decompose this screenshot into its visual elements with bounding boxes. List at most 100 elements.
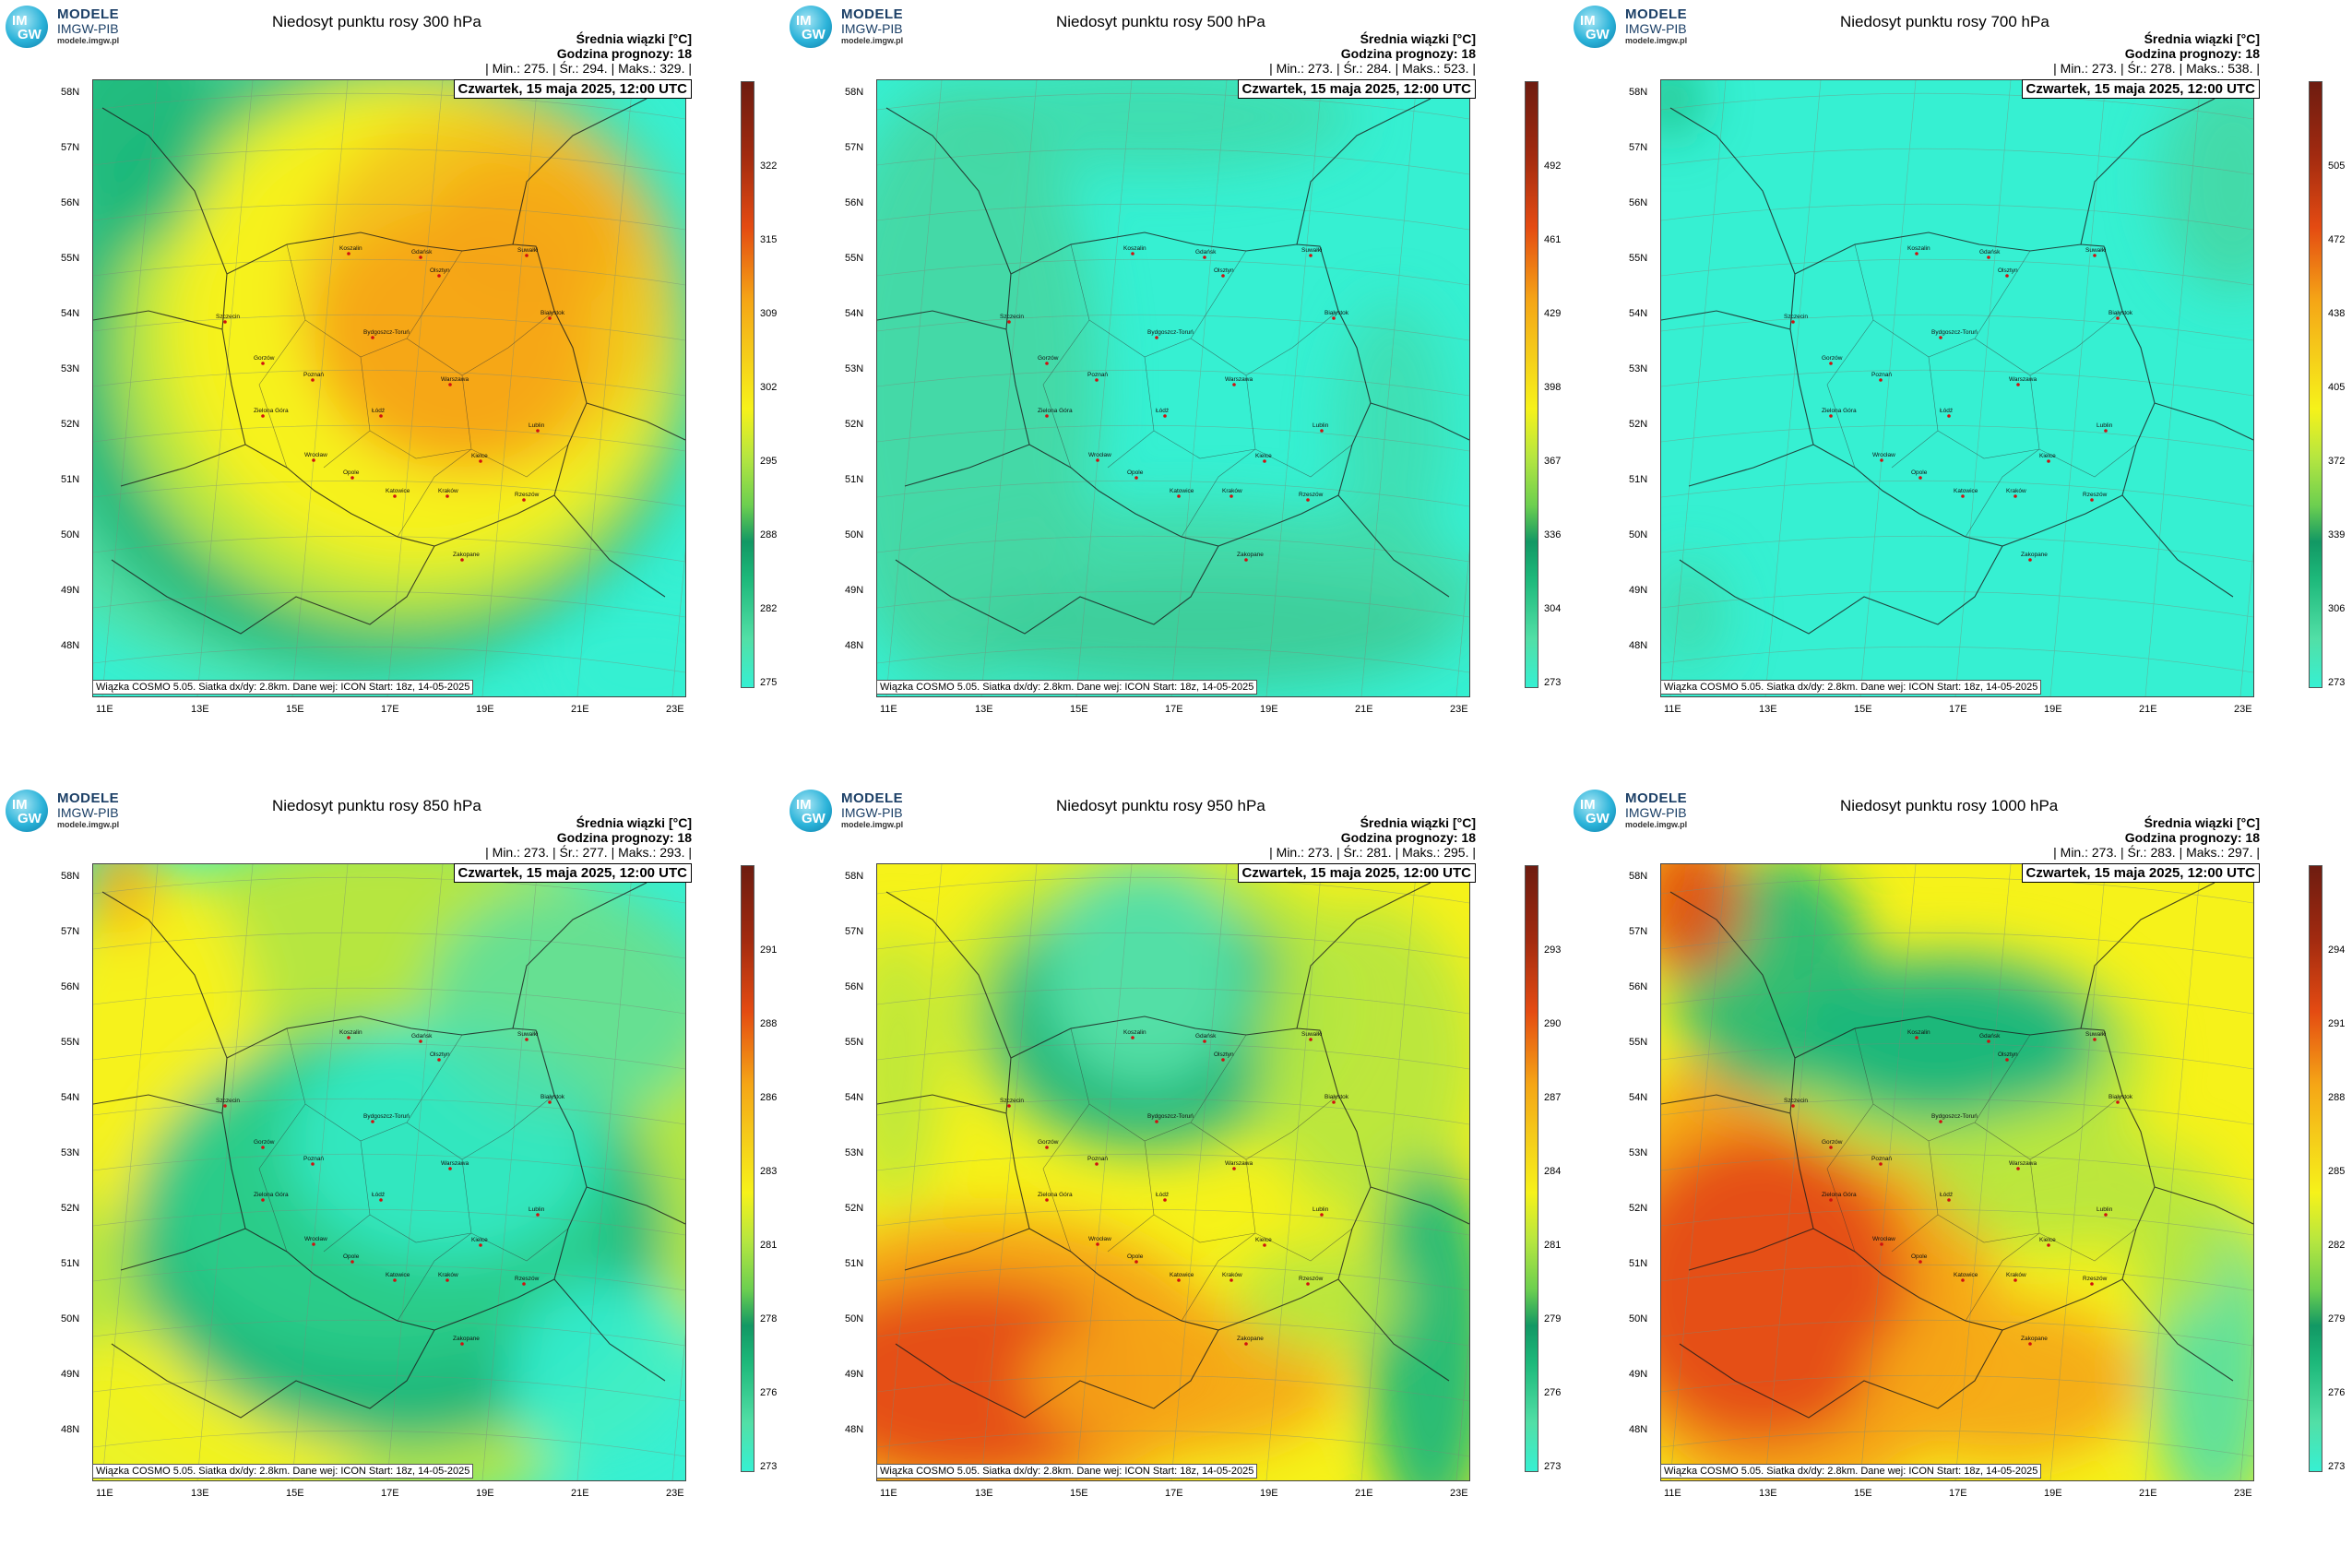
city-marker	[445, 494, 449, 498]
latitude-label: 56N	[1629, 197, 1648, 208]
latitude-label: 52N	[61, 419, 80, 430]
city-label: Zielona Góra	[1822, 1192, 1857, 1198]
city-marker	[1915, 252, 1918, 255]
latitude-label: 54N	[61, 1092, 80, 1103]
latitude-label: 58N	[845, 871, 864, 882]
latitude-label: 56N	[845, 197, 864, 208]
city-label: Zielona Góra	[1038, 1192, 1073, 1198]
latitude-label: 58N	[845, 87, 864, 98]
country-borders	[1661, 98, 2253, 635]
colorbar-tick-label: 429	[1544, 308, 1562, 319]
latitude-label: 49N	[61, 1369, 80, 1380]
city-label: Poznań	[1087, 1156, 1108, 1162]
forecast-panel: IM GW MODELE IMGW-PIB modele.imgw.pl Niedosyt…	[0, 784, 784, 1568]
logo-text: MODELE IMGW-PIB modele.imgw.pl	[57, 7, 119, 46]
city-marker	[1155, 336, 1158, 339]
logo-url: modele.imgw.pl	[57, 820, 120, 829]
forecast-hour-label: Godzina prognozy: 18	[556, 830, 692, 845]
city-marker	[460, 558, 464, 562]
city-label: Katowice	[1170, 488, 1194, 494]
city-marker	[1232, 1167, 1236, 1170]
city-marker	[2047, 1243, 2050, 1247]
graticule	[93, 80, 685, 696]
city-label: Warszawa	[441, 376, 469, 383]
valid-date: Czwartek, 15 maja 2025, 12:00 UTC	[453, 863, 692, 883]
city-label: Warszawa	[2009, 376, 2037, 383]
city-label: Wrocław	[1088, 1236, 1111, 1242]
longitude-label: 23E	[666, 1488, 684, 1499]
city-marker	[1045, 1146, 1049, 1149]
city-markers: Gdańsk Koszalin Olsztyn Suwałki Szczecin Biał…	[216, 245, 565, 562]
logo-text: MODELE IMGW-PIB modele.imgw.pl	[841, 7, 903, 46]
map-area: Gdańsk Koszalin Olsztyn Suwałki Szczecin Biał…	[92, 863, 686, 1481]
city-label: Koszalin	[1123, 245, 1146, 252]
longitude-label: 15E	[1854, 1488, 1872, 1499]
colorbar-tick-label: 291	[2328, 1018, 2346, 1029]
forecast-hour-label: Godzina prognozy: 18	[556, 46, 692, 61]
logo-badge-text: GW	[18, 27, 42, 42]
city-label: Szczecin	[1784, 314, 1808, 320]
longitude-label: 13E	[1759, 1488, 1777, 1499]
city-label: Gdańsk	[1979, 1033, 2001, 1039]
province-borders	[1826, 1028, 2137, 1322]
map-area: Gdańsk Koszalin Olsztyn Suwałki Szczecin Biał…	[876, 863, 1470, 1481]
latitude-label: 52N	[845, 419, 864, 430]
logo-org: IMGW-PIB	[841, 21, 903, 36]
city-markers: Gdańsk Koszalin Olsztyn Suwałki Szczecin Biał…	[216, 1029, 565, 1346]
colorbar-tick-label: 278	[760, 1313, 778, 1324]
colorbar-tick-label: 281	[760, 1240, 778, 1251]
colorbar-tick-label: 276	[2328, 1387, 2346, 1398]
longitude-label: 13E	[191, 1488, 209, 1499]
longitude-label: 17E	[1949, 704, 1967, 715]
stats-line: | Min.: 273. | Śr.: 281. | Maks.: 295. |	[1269, 845, 1476, 860]
logo-badge-text: IM	[12, 797, 28, 813]
colorbar-tick-label: 273	[1544, 677, 1562, 688]
colorbar-tick-label: 372	[2328, 456, 2346, 467]
logo-name: MODELE	[57, 6, 120, 22]
latitude-label: 51N	[61, 474, 80, 485]
city-label: Bydgoszcz-Toruń	[1147, 329, 1194, 336]
model-info-footer: Wiązka COSMO 5.05. Siatka dx/dy: 2.8km. …	[92, 680, 474, 695]
map-canvas: Gdańsk Koszalin Olsztyn Suwałki Szczecin Biał…	[1661, 864, 2253, 1480]
city-label: Katowice	[1954, 488, 1978, 494]
stats-line: | Min.: 273. | Śr.: 278. | Maks.: 538. |	[2053, 61, 2260, 76]
city-marker	[536, 1213, 540, 1217]
city-label: Szczecin	[1000, 314, 1024, 320]
latitude-label: 52N	[61, 1203, 80, 1214]
forecast-info: Średnia wiązki [°C] Godzina prognozy: 18 |…	[485, 815, 692, 860]
forecast-panel: IM GW MODELE IMGW-PIB modele.imgw.pl Niedosyt…	[784, 0, 1568, 784]
province-borders	[1042, 1028, 1353, 1322]
field-blob	[1661, 80, 1698, 136]
country-borders	[877, 98, 1469, 635]
latitude-label: 57N	[845, 142, 864, 153]
latitude-label: 49N	[1629, 1369, 1648, 1380]
latitude-label: 57N	[61, 926, 80, 937]
colorbar-tick-label: 276	[760, 1387, 778, 1398]
field-blob	[969, 578, 1449, 689]
city-marker	[261, 414, 265, 418]
city-markers: Gdańsk Koszalin Olsztyn Suwałki Szczecin Biał…	[1784, 1029, 2133, 1346]
city-marker	[223, 1104, 227, 1108]
city-marker	[1332, 316, 1336, 320]
field-blob	[508, 1279, 685, 1480]
latitude-label: 50N	[845, 529, 864, 540]
longitude-label: 19E	[476, 1488, 494, 1499]
city-label: Lublin	[2097, 1206, 2113, 1213]
city-label: Kraków	[2006, 1272, 2026, 1278]
city-label: Katowice	[386, 488, 410, 494]
city-label: Rzeszów	[1299, 1276, 1324, 1282]
latitude-label: 55N	[1629, 253, 1648, 264]
city-marker	[1915, 1036, 1918, 1039]
country-borders	[877, 882, 1469, 1419]
city-marker	[1879, 1162, 1883, 1166]
forecast-info: Średnia wiązki [°C] Godzina prognozy: 18 |…	[2053, 815, 2260, 860]
ensemble-mean-label: Średnia wiązki [°C]	[2144, 31, 2260, 46]
latitude-label: 56N	[845, 981, 864, 992]
city-label: Gorzów	[1038, 1139, 1059, 1146]
city-label: Bydgoszcz-Toruń	[1931, 1113, 1978, 1120]
longitude-label: 23E	[1450, 1488, 1468, 1499]
ensemble-mean-label: Średnia wiązki [°C]	[1360, 815, 1476, 830]
city-label: Bydgoszcz-Toruń	[1931, 329, 1978, 336]
latitude-label: 50N	[61, 1313, 80, 1324]
field-blob	[1237, 1242, 1403, 1353]
